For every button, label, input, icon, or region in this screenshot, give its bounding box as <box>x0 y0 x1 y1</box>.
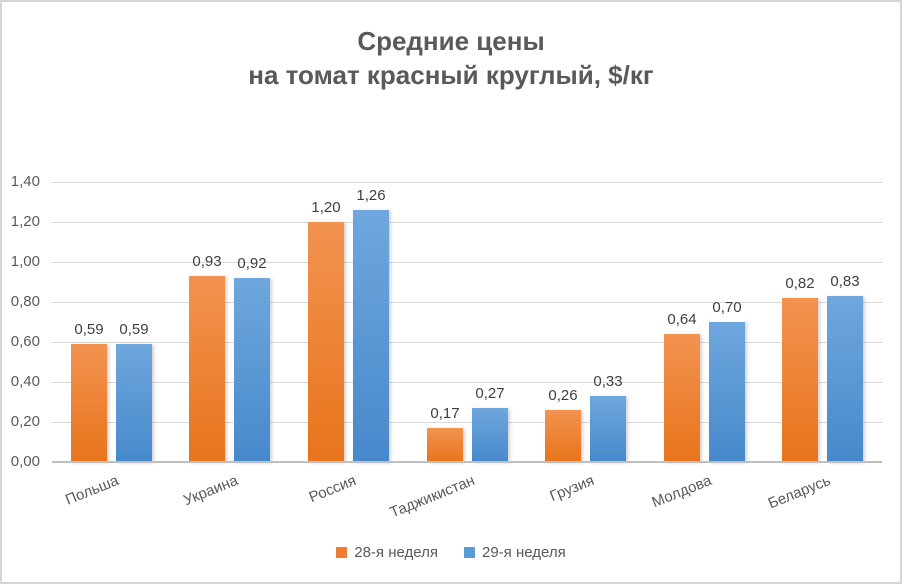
x-category-label: Беларусь <box>766 472 834 513</box>
bar-Грузия-28-я неделя <box>545 410 581 462</box>
value-label: 0,92 <box>237 255 267 272</box>
legend-label-week28: 28-я неделя <box>354 544 438 561</box>
bar-Украина-29-я неделя <box>234 278 270 462</box>
bar-Беларусь-28-я неделя <box>782 298 818 462</box>
y-tick-label: 0,40 <box>10 373 40 390</box>
x-category-label: Украина <box>181 472 241 510</box>
x-category-label: Грузия <box>547 472 597 506</box>
gridline <box>52 382 882 383</box>
chart-title-line2: на томат красный круглый, $/кг <box>248 60 654 90</box>
legend: 28-я неделя 29-я неделя <box>2 544 900 561</box>
y-tick-label: 1,20 <box>10 213 40 230</box>
gridline <box>52 182 882 183</box>
y-tick-label: 0,60 <box>10 333 40 350</box>
value-label: 0,33 <box>593 373 623 390</box>
bar-Грузия-29-я неделя <box>590 396 626 462</box>
y-tick-label: 1,40 <box>10 173 40 190</box>
value-label: 0,27 <box>475 385 505 402</box>
x-category-label: Польша <box>63 472 122 509</box>
value-label: 0,82 <box>785 275 815 292</box>
bar-Россия-28-я неделя <box>308 222 344 462</box>
value-label: 0,17 <box>430 405 460 422</box>
x-category-label: Таджикистан <box>387 472 478 522</box>
gridline <box>52 342 882 343</box>
x-category-label: Молдова <box>649 472 715 512</box>
bar-Польша-29-я неделя <box>116 344 152 462</box>
value-label: 0,59 <box>119 321 149 338</box>
x-axis-line <box>52 461 882 463</box>
value-label: 0,59 <box>74 321 104 338</box>
value-label: 1,26 <box>356 187 386 204</box>
legend-item-week29: 29-я неделя <box>464 544 566 561</box>
legend-marker-week28 <box>336 547 348 558</box>
value-label: 0,26 <box>548 387 578 404</box>
legend-label-week29: 29-я неделя <box>482 544 566 561</box>
bar-Беларусь-29-я неделя <box>827 296 863 462</box>
bar-Молдова-28-я неделя <box>664 334 700 462</box>
gridline <box>52 302 882 303</box>
y-tick-label: 1,00 <box>10 253 40 270</box>
y-tick-label: 0,20 <box>10 413 40 430</box>
gridline <box>52 262 882 263</box>
value-label: 0,93 <box>192 253 222 270</box>
chart-title-line1: Средние цены <box>357 26 545 56</box>
bar-Украина-28-я неделя <box>189 276 225 462</box>
bar-Молдова-29-я неделя <box>709 322 745 462</box>
bar-Россия-29-я неделя <box>353 210 389 462</box>
value-label: 0,70 <box>712 299 742 316</box>
value-label: 1,20 <box>311 199 341 216</box>
bar-Таджикистан-29-я неделя <box>472 408 508 462</box>
y-tick-label: 0,80 <box>10 293 40 310</box>
value-label: 0,64 <box>667 311 697 328</box>
chart-title: Средние цены на томат красный круглый, $… <box>2 24 900 92</box>
bar-Таджикистан-28-я неделя <box>427 428 463 462</box>
y-tick-label: 0,00 <box>10 453 40 470</box>
x-category-label: Россия <box>306 472 359 507</box>
legend-marker-week29 <box>464 547 475 558</box>
value-label: 0,83 <box>830 273 860 290</box>
gridline <box>52 222 882 223</box>
gridline <box>52 422 882 423</box>
bar-Польша-28-я неделя <box>71 344 107 462</box>
legend-item-week28: 28-я неделя <box>336 544 438 561</box>
